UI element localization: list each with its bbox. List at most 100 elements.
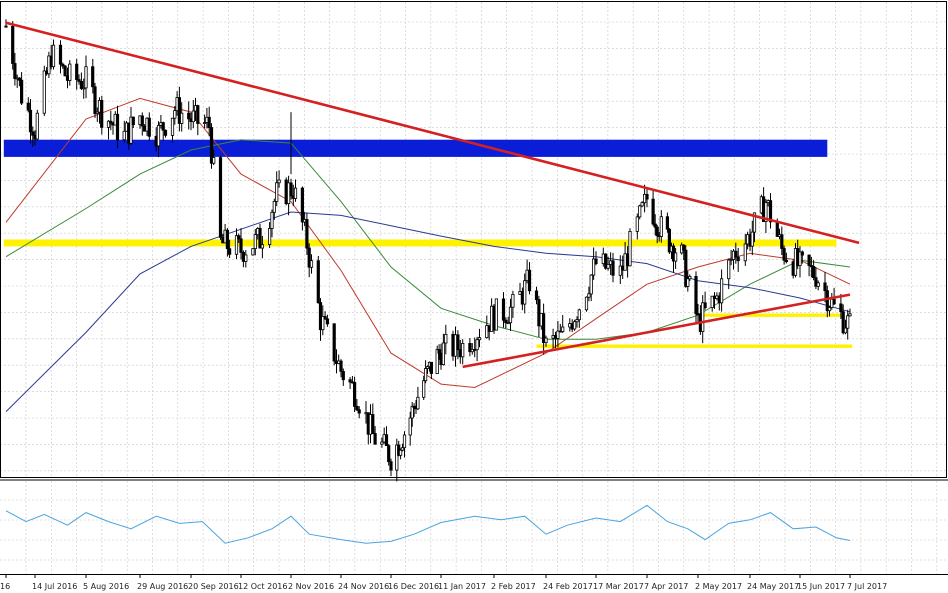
candle <box>332 323 336 366</box>
candle <box>207 106 211 137</box>
candle-body <box>623 253 627 271</box>
candle-body <box>544 337 548 344</box>
candle-body <box>355 405 359 411</box>
candle <box>79 72 83 91</box>
candle-body <box>35 112 39 140</box>
candle-body <box>841 311 845 334</box>
candle <box>202 114 207 129</box>
candle-body <box>475 339 479 351</box>
candle <box>106 120 111 140</box>
candle-body <box>682 244 686 251</box>
candle <box>147 112 151 142</box>
candle <box>384 426 389 447</box>
candle-body <box>61 63 65 67</box>
candle <box>682 244 686 261</box>
candle-body <box>395 444 399 471</box>
candle-body <box>77 79 81 82</box>
candle-body <box>665 216 670 230</box>
candle-body <box>752 212 757 233</box>
candle <box>827 305 832 317</box>
candle <box>129 107 133 145</box>
candle-body <box>674 252 678 262</box>
candle-body <box>305 219 309 249</box>
candle-body <box>575 319 579 323</box>
candle <box>814 267 818 289</box>
candle-body <box>508 306 513 324</box>
candle <box>82 78 86 99</box>
candle <box>156 121 161 158</box>
candle <box>357 406 361 419</box>
candle-body <box>161 122 165 131</box>
candle <box>780 226 784 255</box>
candle-body <box>402 434 407 449</box>
candle <box>187 101 191 130</box>
candle <box>752 212 757 243</box>
zone-yellow <box>3 239 837 247</box>
oscillator-line <box>5 504 851 544</box>
candle-body <box>611 260 615 276</box>
candle <box>170 117 175 143</box>
candle-body <box>325 318 330 325</box>
candle-body <box>694 275 698 315</box>
candle <box>688 274 692 281</box>
candle <box>400 443 405 452</box>
candle-body <box>504 319 508 324</box>
candle-body <box>212 157 216 164</box>
moving-average-green <box>5 139 851 340</box>
candle <box>640 201 644 208</box>
candle-body <box>720 278 724 304</box>
candle-body <box>187 112 191 120</box>
candle-body <box>147 117 151 137</box>
candle-body <box>209 127 214 164</box>
candle-body <box>348 379 352 383</box>
candle-body <box>628 230 632 267</box>
candle-body <box>768 200 773 223</box>
candle-body <box>573 321 577 330</box>
candle-body <box>352 382 357 407</box>
candle <box>494 298 499 331</box>
candle <box>544 335 548 347</box>
candle-body <box>686 278 690 287</box>
candle <box>635 213 639 240</box>
candle-body <box>437 349 441 354</box>
candle <box>305 212 309 255</box>
candle-body <box>82 87 86 90</box>
candle <box>239 228 243 260</box>
candle <box>825 285 829 318</box>
candle <box>504 317 508 329</box>
x-tick-label: 12 Oct 2016 <box>238 582 287 591</box>
candle <box>258 223 262 249</box>
candle <box>729 249 733 266</box>
candle-body <box>780 234 784 249</box>
x-tick-label: 20 Sep 2016 <box>188 582 239 591</box>
candles <box>4 19 852 482</box>
candle-body <box>701 302 705 332</box>
candle <box>11 21 15 70</box>
x-tick-label: 5 Aug 2016 <box>83 582 129 591</box>
candle <box>556 321 560 348</box>
candle <box>604 253 608 270</box>
candle-body <box>710 295 714 309</box>
candle <box>61 62 65 69</box>
candle-body <box>122 130 126 141</box>
candle <box>395 438 399 482</box>
candle <box>461 339 465 365</box>
candle-body <box>468 342 472 353</box>
candle-body <box>561 326 565 332</box>
candle <box>131 116 135 128</box>
candle <box>93 82 97 118</box>
candle-body <box>357 409 361 414</box>
candle <box>848 308 852 317</box>
candle-body <box>589 274 593 295</box>
candle-body <box>225 229 229 249</box>
candle-body <box>807 254 811 266</box>
candle <box>475 336 479 362</box>
candle-body <box>556 330 560 339</box>
candle <box>659 210 663 243</box>
candle <box>429 361 434 379</box>
candle-body <box>300 187 305 223</box>
candle-body <box>244 254 248 262</box>
candle <box>750 220 754 256</box>
candle <box>667 227 672 254</box>
candle-body <box>750 231 754 247</box>
